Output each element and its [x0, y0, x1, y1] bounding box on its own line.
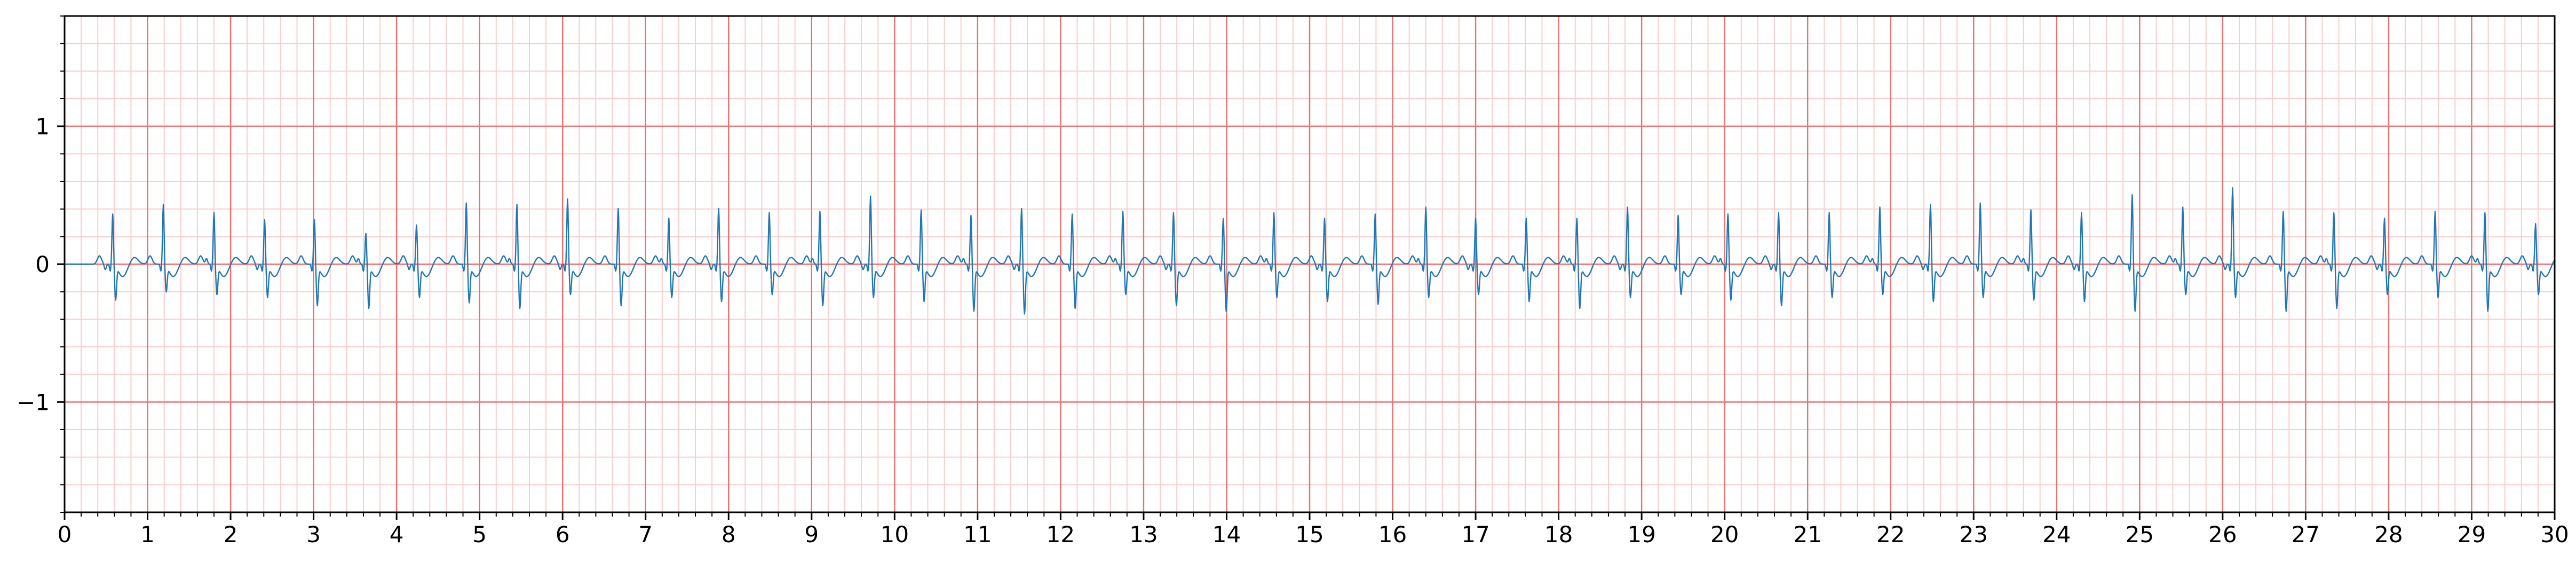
x-tick-label: 10 — [881, 521, 909, 548]
x-tick-label: 19 — [1627, 521, 1655, 548]
x-tick-label: 18 — [1544, 521, 1573, 548]
x-tick-label: 17 — [1461, 521, 1489, 548]
x-tick-label: 25 — [2126, 521, 2154, 548]
y-tick-label: 1 — [35, 114, 50, 140]
x-tick-label: 23 — [1960, 521, 1988, 548]
x-tick-label: 2 — [224, 521, 238, 548]
x-tick-label: 8 — [722, 521, 736, 548]
x-tick-label: 28 — [2374, 521, 2403, 548]
x-tick-label: 13 — [1129, 521, 1158, 548]
x-tick-label: 29 — [2458, 521, 2486, 548]
x-tick-label: 3 — [306, 521, 321, 548]
x-tick-label: 15 — [1295, 521, 1323, 548]
x-tick-label: 24 — [2042, 521, 2071, 548]
x-tick-label: 16 — [1378, 521, 1407, 548]
x-tick-label: 12 — [1047, 521, 1075, 548]
x-tick-label: 9 — [804, 521, 819, 548]
x-tick-label: 0 — [58, 521, 72, 548]
x-tick-label: 26 — [2208, 521, 2237, 548]
x-tick-label: 7 — [638, 521, 653, 548]
x-tick-label: 11 — [963, 521, 992, 548]
y-axis-ticks: −1 0 1 — [17, 15, 65, 513]
signal-layer — [64, 187, 2556, 315]
x-tick-label: 14 — [1212, 521, 1241, 548]
x-tick-label: 20 — [1710, 521, 1739, 548]
x-tick-label: 5 — [472, 521, 487, 548]
y-tick-label: −1 — [17, 389, 50, 415]
x-tick-label: 22 — [1876, 521, 1905, 548]
y-tick-label: 0 — [35, 251, 50, 277]
ecg-signal-line — [64, 187, 2556, 315]
x-tick-label: 30 — [2540, 521, 2569, 548]
x-tick-label: 6 — [556, 521, 570, 548]
x-tick-label: 27 — [2292, 521, 2320, 548]
x-axis-ticks: 0 1 2 3 4 5 6 7 8 9 10 11 12 13 14 15 16 17 18 19 20 21 22 23 24… — [58, 512, 2569, 548]
x-tick-label: 21 — [1793, 521, 1821, 548]
x-tick-label: 4 — [390, 521, 404, 548]
x-tick-label: 1 — [140, 521, 155, 548]
